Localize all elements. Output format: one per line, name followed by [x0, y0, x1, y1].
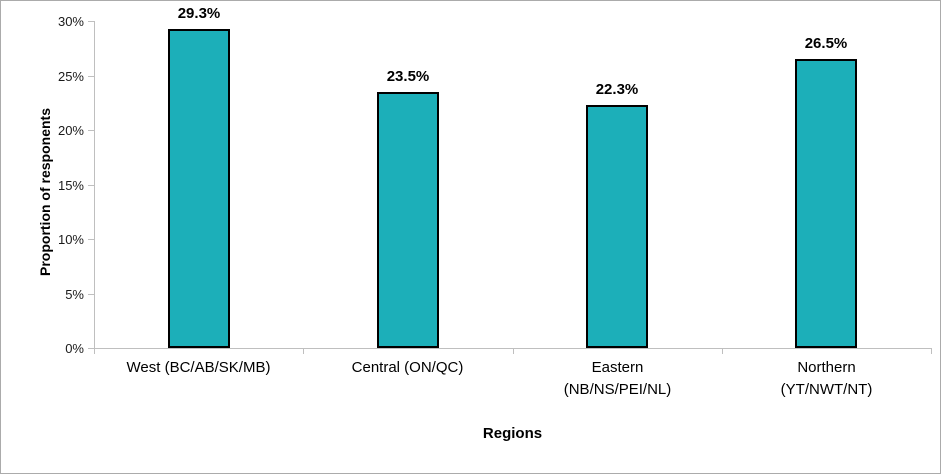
bar [377, 92, 439, 348]
bar [586, 105, 648, 348]
category-label-line: Northern [797, 359, 856, 376]
y-tick-mark [88, 348, 94, 349]
category-label: Central (ON/QC) [303, 357, 512, 379]
bar-value-label: 23.5% [386, 68, 430, 85]
category-label-line: Eastern [591, 359, 644, 376]
y-tick-label: 5% [65, 287, 84, 302]
y-tick-label: 10% [57, 232, 84, 247]
x-axis-line [94, 348, 932, 349]
y-tick-mark [88, 239, 94, 240]
bar [168, 29, 230, 348]
bar-value-label: 26.5% [804, 35, 848, 52]
bar-value-label: 29.3% [177, 5, 221, 22]
x-axis-title: Regions [482, 425, 543, 442]
x-tick-mark [94, 349, 95, 354]
x-tick-mark [931, 349, 932, 354]
y-tick-mark [88, 130, 94, 131]
y-tick-label: 30% [57, 14, 84, 29]
y-tick-label: 20% [57, 123, 84, 138]
bar [795, 59, 857, 348]
category-label-line: (YT/NWT/NT) [780, 381, 873, 398]
y-tick-mark [88, 21, 94, 22]
y-axis-line [94, 21, 95, 348]
x-tick-mark [722, 349, 723, 354]
bar-value-label: 22.3% [595, 81, 639, 98]
y-tick-label: 0% [65, 341, 84, 356]
category-label: Northern (YT/NWT/NT) [722, 357, 931, 401]
category-label-line: West (BC/AB/SK/MB) [126, 359, 271, 376]
category-label-line: (NB/NS/PEI/NL) [563, 381, 672, 398]
x-tick-mark [303, 349, 304, 354]
category-label: West (BC/AB/SK/MB) [94, 357, 303, 379]
y-tick-label: 15% [57, 178, 84, 193]
y-tick-mark [88, 294, 94, 295]
y-axis-title: Proportion of responents [37, 108, 53, 276]
x-tick-mark [513, 349, 514, 354]
y-tick-mark [88, 76, 94, 77]
y-tick-label: 25% [57, 69, 84, 84]
category-label: Eastern (NB/NS/PEI/NL) [513, 357, 722, 401]
category-label-line: Central (ON/QC) [351, 359, 464, 376]
y-tick-mark [88, 185, 94, 186]
